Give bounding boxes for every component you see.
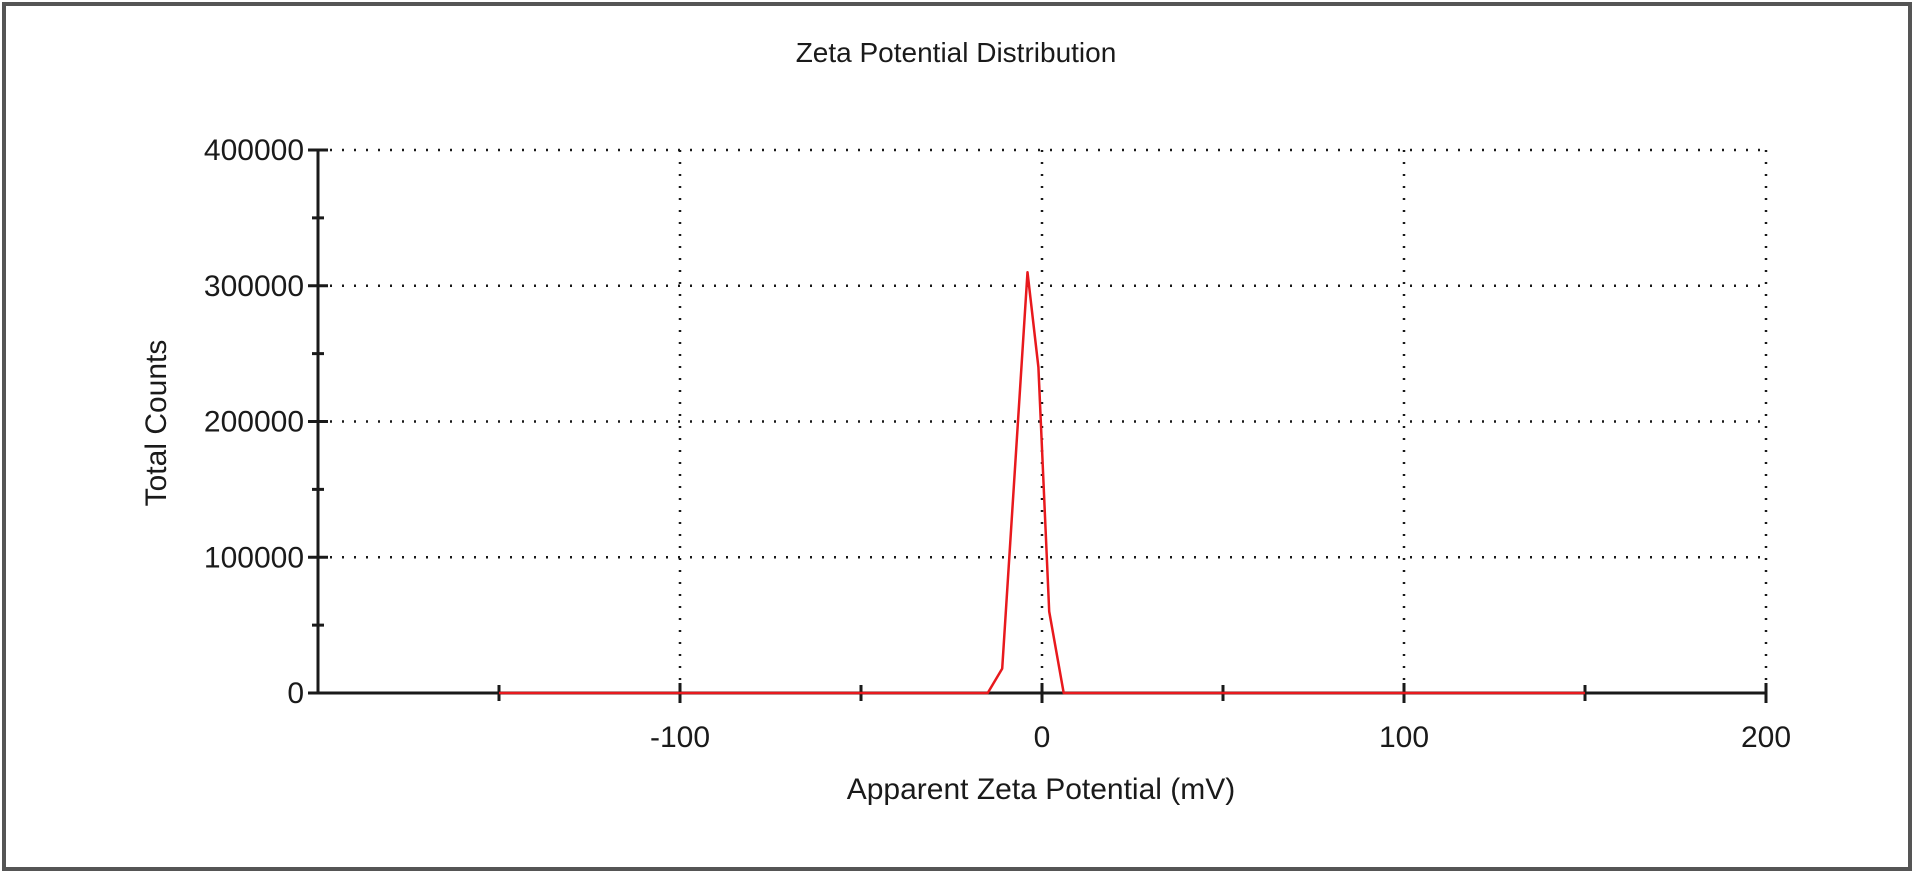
x-tick-label: 200: [1741, 721, 1791, 754]
y-tick-label: 200000: [204, 406, 304, 439]
x-tick-label: 100: [1379, 721, 1429, 754]
y-tick-label: 0: [287, 677, 304, 710]
x-tick-label: -100: [650, 721, 710, 754]
grid: [318, 148, 1768, 693]
ticks: 0 100000 200000 300000 400000 -100 0 100 200: [204, 134, 1791, 754]
y-tick-label: 100000: [204, 541, 304, 574]
series-line: [499, 270, 1585, 695]
x-axis-label: Apparent Zeta Potential (mV): [847, 773, 1236, 806]
series-layer: [499, 270, 1585, 695]
y-tick-label: 400000: [204, 134, 304, 167]
x-tick-label: 0: [1034, 721, 1051, 754]
chart-title: Zeta Potential Distribution: [796, 37, 1117, 68]
y-tick-label: 300000: [204, 270, 304, 303]
y-axis-label: Total Counts: [140, 340, 173, 507]
